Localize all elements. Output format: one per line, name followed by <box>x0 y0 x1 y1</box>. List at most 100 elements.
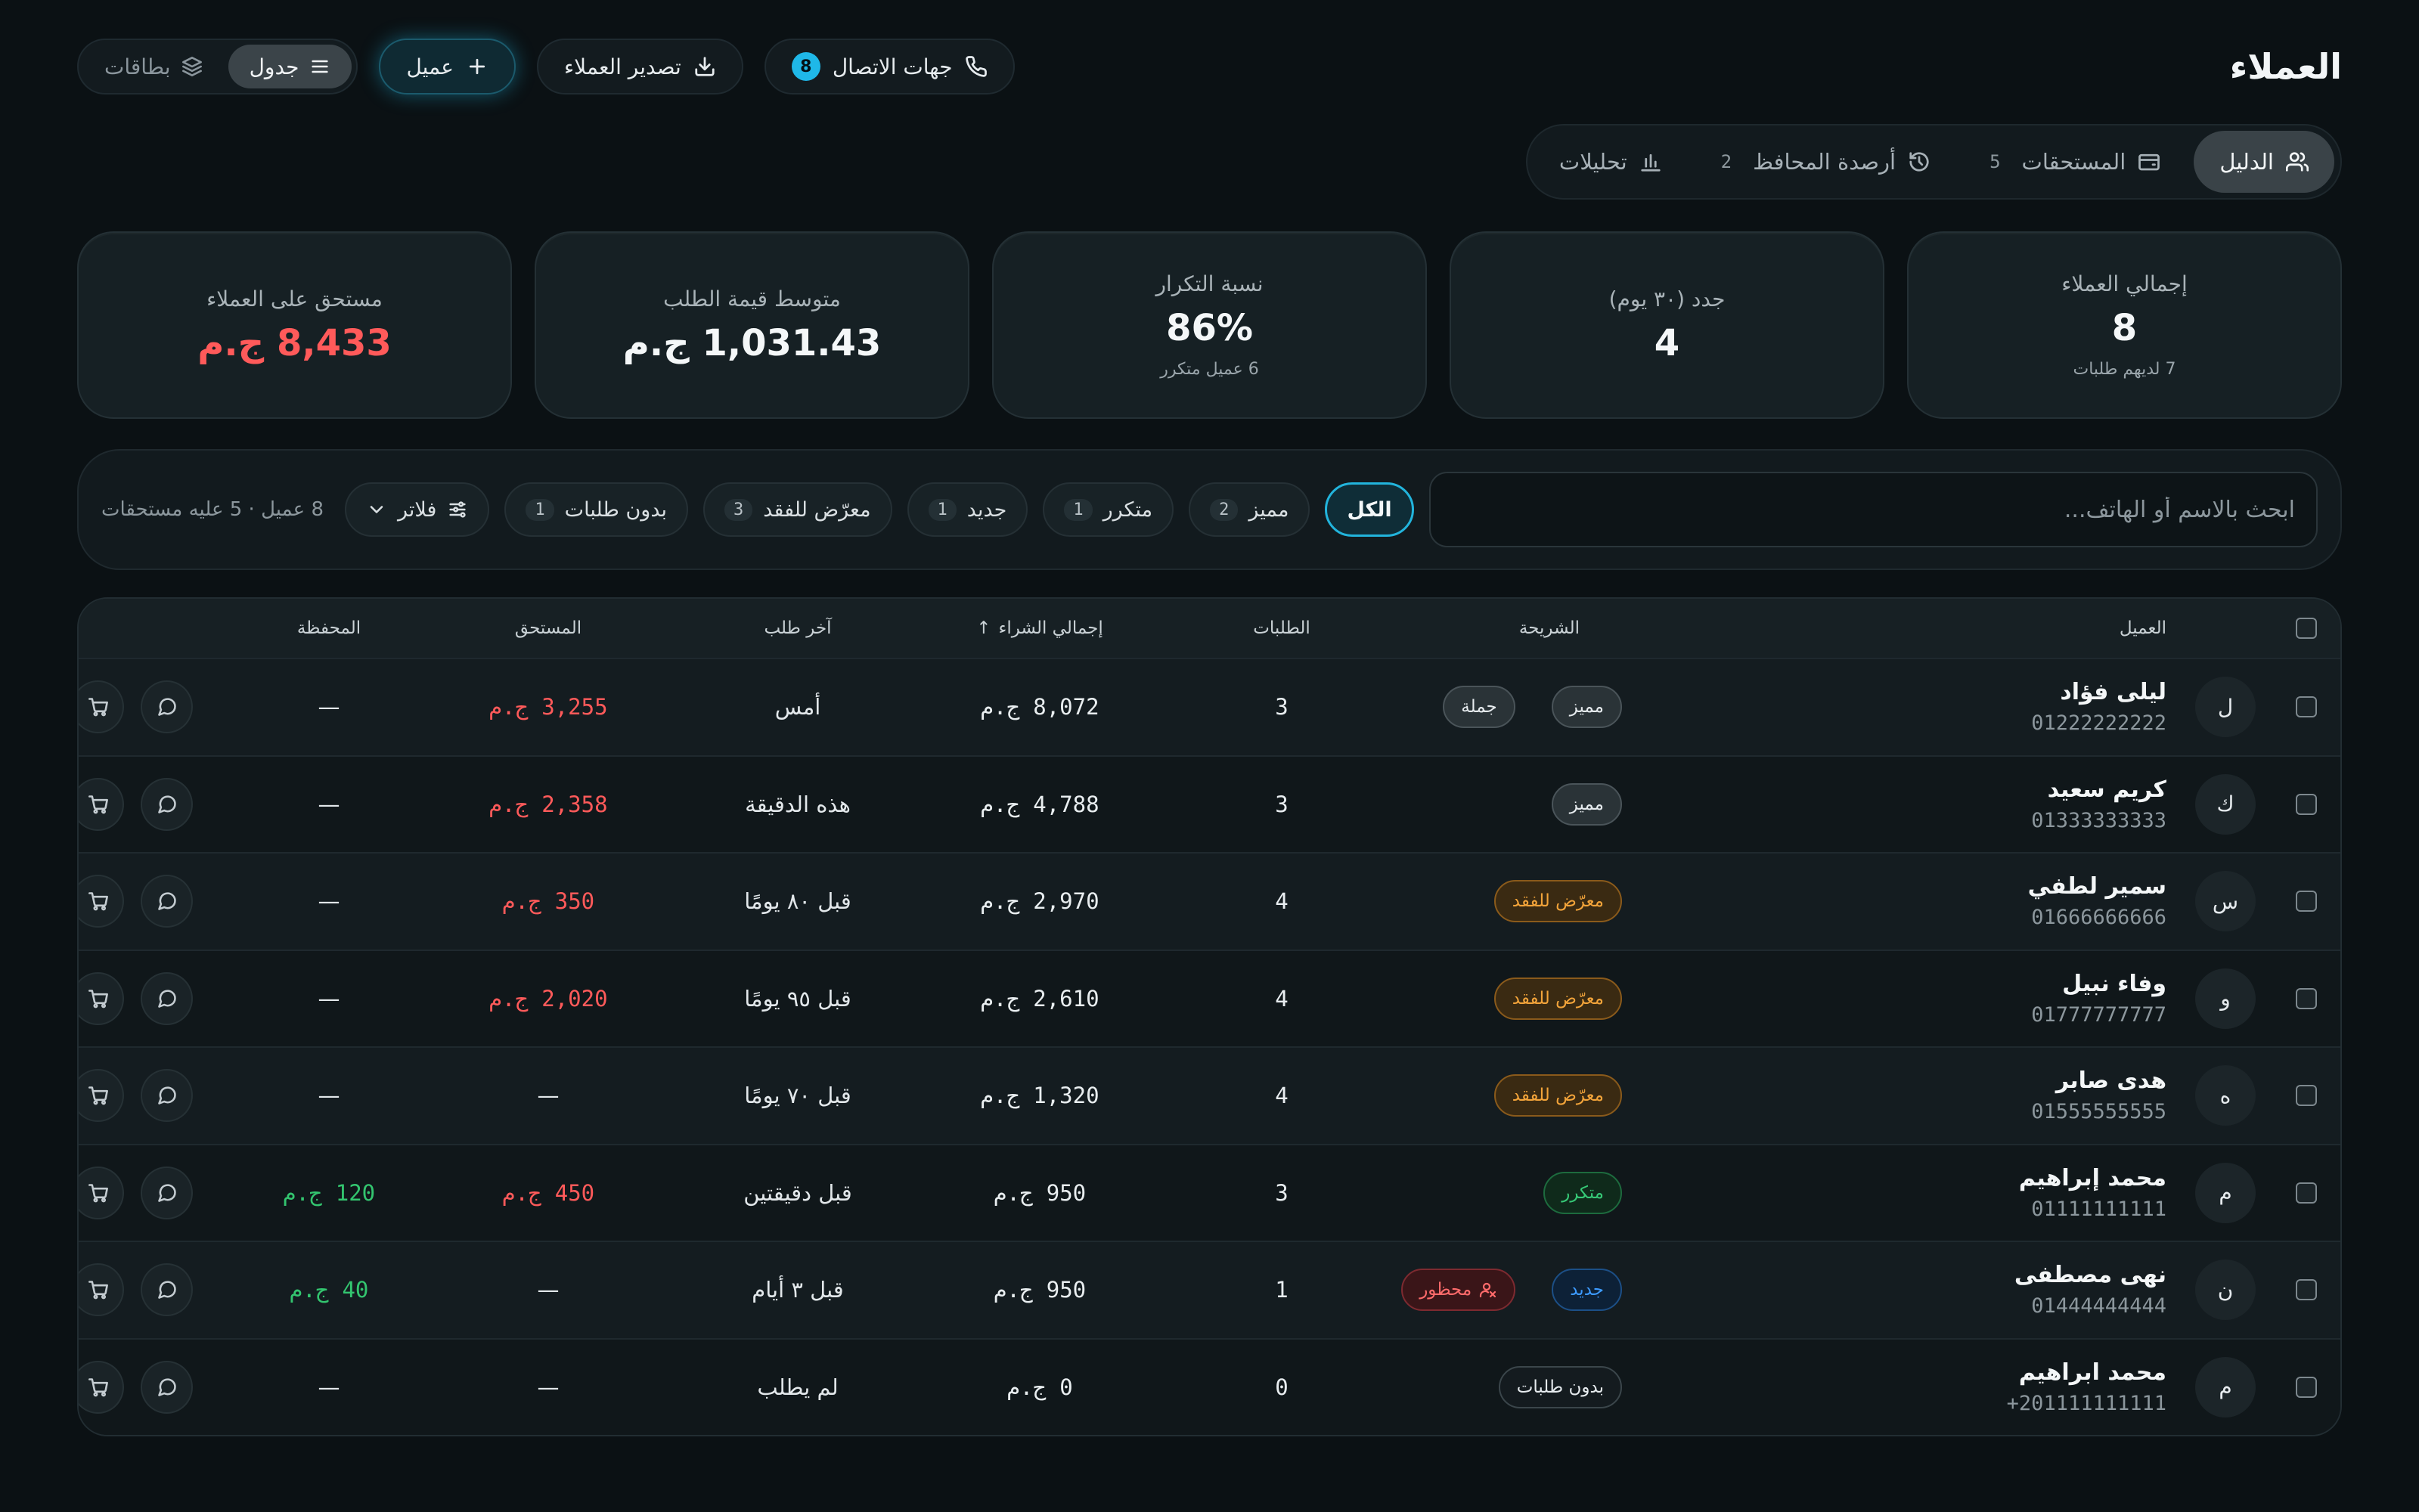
customer-name[interactable]: كريم سعيد <box>2047 776 2166 803</box>
th-customer[interactable]: العميل <box>2119 618 2166 638</box>
new-order-button[interactable] <box>79 875 124 928</box>
th-last-order[interactable]: آخر طلب <box>764 618 832 638</box>
orders-cell: 4 <box>1275 888 1289 915</box>
row-checkbox[interactable] <box>2296 1376 2317 1398</box>
table-row[interactable]: م محمد إبراهيم 01111111111 متكرر 3 950 ج.… <box>79 1143 2340 1241</box>
row-checkbox[interactable] <box>2296 987 2317 1009</box>
table-row[interactable]: م محمد ابراهيم +201111111111 بدون طلبات 0… <box>79 1337 2340 1436</box>
export-customers-button[interactable]: تصدير العملاء <box>537 39 743 94</box>
row-check-cell <box>2287 1145 2325 1241</box>
add-customer-button[interactable]: عميل <box>379 39 516 94</box>
tab-receivables[interactable]: المستحقات 5 <box>1964 131 2186 193</box>
user-blocked-icon <box>1480 1283 1496 1298</box>
due-cell: — <box>537 1374 560 1400</box>
customer-name[interactable]: هدى صابر <box>2055 1067 2166 1095</box>
th-orders[interactable]: الطلبات <box>1253 618 1310 638</box>
tab-wallet-balances[interactable]: أرصدة المحافظ 2 <box>1695 131 1956 193</box>
wallet-cell: — <box>318 1083 340 1109</box>
customer-name[interactable]: وفاء نبيل <box>2062 970 2166 997</box>
total-cell: 4,788 ج.م <box>980 791 1099 817</box>
chip-count: 1 <box>928 498 957 521</box>
search-input[interactable] <box>1428 472 2318 547</box>
customer-name[interactable]: محمد ابراهيم <box>2018 1359 2166 1386</box>
chip-label: بدون طلبات <box>564 497 668 522</box>
view-table-option[interactable]: جدول <box>228 45 352 88</box>
customers-table: العميل الشريحة الطلبات إجمالي الشراء ↑ آ… <box>77 597 2342 1436</box>
filter-chip-vip[interactable]: مميز 2 <box>1189 482 1310 537</box>
due-cell: 3,255 ج.م <box>488 694 608 720</box>
th-segment[interactable]: الشريحة <box>1518 618 1580 638</box>
th-total[interactable]: إجمالي الشراء ↑ <box>904 599 1176 658</box>
filter-chip-no-orders[interactable]: بدون طلبات 1 <box>504 482 689 537</box>
new-order-button[interactable] <box>79 777 124 831</box>
filter-chip-all[interactable]: الكل <box>1325 482 1414 537</box>
select-all-checkbox[interactable] <box>2296 618 2317 639</box>
view-cards-label: بطاقات <box>104 54 171 79</box>
new-order-button[interactable] <box>79 1360 124 1414</box>
message-button[interactable] <box>141 777 193 831</box>
customer-phone: 01666666666 <box>2031 906 2166 930</box>
customer-name[interactable]: نهى مصطفى <box>2014 1262 2166 1289</box>
customer-name[interactable]: ليلى فؤاد <box>2060 679 2166 706</box>
table-row[interactable]: ك كريم سعيد 01333333333 مميز 3 4,788 ج.م … <box>79 754 2340 852</box>
tab-count: 5 <box>1989 151 2001 172</box>
tab-directory[interactable]: الدليل <box>2194 131 2334 193</box>
th-due[interactable]: المستحق <box>514 618 582 638</box>
tab-label: الدليل <box>2219 149 2274 175</box>
message-button[interactable] <box>141 1360 193 1414</box>
total-cell: 1,320 ج.م <box>980 1083 1099 1109</box>
message-button[interactable] <box>141 1263 193 1317</box>
stat-label: نسبة التكرار <box>1155 271 1264 296</box>
message-button[interactable] <box>141 875 193 928</box>
th-wallet[interactable]: المحفظة <box>296 618 361 638</box>
row-checkbox[interactable] <box>2296 891 2317 912</box>
table-row[interactable]: ن نهى مصطفى 01444444444 جديد محظور 1 950 … <box>79 1241 2340 1338</box>
sort-arrow-up-icon: ↑ <box>976 618 991 638</box>
filter-chip-new[interactable]: جديد 1 <box>907 482 1028 537</box>
row-checkbox[interactable] <box>2296 1182 2317 1204</box>
page-header: العملاء جهات الاتصال 8 تصدير العملاء عمي… <box>77 38 2342 95</box>
view-cards-option[interactable]: بطاقات <box>83 45 224 88</box>
row-check-cell <box>2287 951 2325 1047</box>
new-order-button[interactable] <box>79 1263 124 1317</box>
stat-value: 1,031.43 ج.م <box>622 321 882 364</box>
stat-label: مستحق على العملاء <box>206 286 383 311</box>
name-cell: محمد ابراهيم +201111111111 <box>1773 1340 2166 1436</box>
avatar-cell: م <box>2194 1340 2257 1436</box>
message-button[interactable] <box>141 971 193 1025</box>
message-button[interactable] <box>141 1069 193 1123</box>
table-row[interactable]: ه هدى صابر 01555555555 معرّض للفقد 4 1,32… <box>79 1046 2340 1144</box>
stat-receivables: مستحق على العملاء 8,433 ج.م <box>77 231 512 419</box>
table-row[interactable]: ل ليلى فؤاد 01222222222 مميز جملة 3 8,072 … <box>79 658 2340 755</box>
cart-icon <box>88 1183 108 1203</box>
wallet-cell: — <box>318 985 340 1012</box>
tab-analytics[interactable]: تحليلات <box>1534 131 1688 193</box>
filter-chip-at-risk[interactable]: معرّض للفقد 3 <box>703 482 892 537</box>
avatar: م <box>2195 1356 2256 1418</box>
table-row[interactable]: س سمير لطفي 01666666666 معرّض للفقد 4 2,9… <box>79 852 2340 950</box>
row-checkbox[interactable] <box>2296 793 2317 815</box>
name-cell: نهى مصطفى 01444444444 <box>1773 1242 2166 1338</box>
customer-phone: 01444444444 <box>2031 1294 2166 1318</box>
results-summary: 8 عميل · 5 عليه مستحقات <box>101 498 324 521</box>
table-row[interactable]: و وفاء نبيل 01777777777 معرّض للفقد 4 2,6… <box>79 949 2340 1047</box>
stat-avg-order-value: متوسط قيمة الطلب 1,031.43 ج.م <box>535 231 969 419</box>
row-checkbox[interactable] <box>2296 1085 2317 1107</box>
tab-label: تحليلات <box>1558 149 1627 175</box>
new-order-button[interactable] <box>79 1166 124 1219</box>
row-checkbox[interactable] <box>2296 1279 2317 1301</box>
message-button[interactable] <box>141 1166 193 1219</box>
blocked-badge: محظور <box>1401 1269 1516 1312</box>
customer-name[interactable]: سمير لطفي <box>2027 873 2166 900</box>
new-order-button[interactable] <box>79 1069 124 1123</box>
customer-name[interactable]: محمد إبراهيم <box>2018 1164 2166 1191</box>
contacts-button[interactable]: جهات الاتصال 8 <box>764 39 1015 94</box>
customer-info: ليلى فؤاد 01222222222 <box>2031 679 2166 735</box>
message-button[interactable] <box>141 680 193 734</box>
wallet-cell: 40 ج.م <box>289 1277 369 1303</box>
filters-dropdown-button[interactable]: فلاتر <box>344 482 490 537</box>
row-checkbox[interactable] <box>2296 696 2317 718</box>
filter-chip-repeat[interactable]: متكرر 1 <box>1043 482 1174 537</box>
new-order-button[interactable] <box>79 971 124 1025</box>
new-order-button[interactable] <box>79 680 124 734</box>
